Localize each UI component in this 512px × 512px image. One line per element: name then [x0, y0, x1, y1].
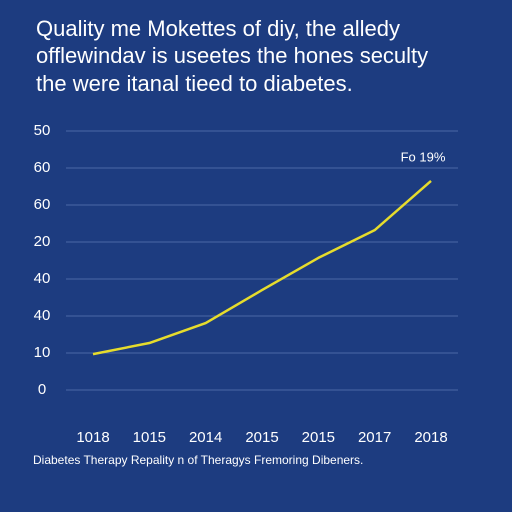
- y-tick-label: 60: [34, 159, 51, 176]
- chart-title: the were itanal tieed to diabetes.: [36, 71, 353, 96]
- data-line: [92, 180, 432, 356]
- x-tick-label: 2017: [358, 429, 391, 446]
- x-tick-label: 2015: [302, 429, 335, 446]
- x-tick-label: 2018: [414, 429, 447, 446]
- y-tick-label: 10: [34, 344, 51, 361]
- x-tick-label: 1018: [76, 429, 109, 446]
- y-tick-label: 60: [34, 196, 51, 213]
- x-tick-label: 2014: [189, 429, 222, 446]
- footer: Diabetes Therapy Repality n of Theragys …: [33, 453, 363, 467]
- y-tick-label: 40: [34, 270, 51, 287]
- x-tick-label: 1015: [133, 429, 166, 446]
- y-tick-label: 0: [38, 381, 46, 398]
- y-tick-label: 20: [34, 233, 51, 250]
- annotation: Fo 19%: [401, 149, 446, 164]
- chart-title: offlewindav is useetes the hones seculty: [36, 43, 428, 68]
- chart-title: Quality me Mokettes of diy, the alledy: [36, 16, 400, 41]
- y-tick-label: 40: [34, 307, 51, 324]
- y-tick-label: 50: [34, 122, 51, 139]
- x-tick-label: 2015: [245, 429, 278, 446]
